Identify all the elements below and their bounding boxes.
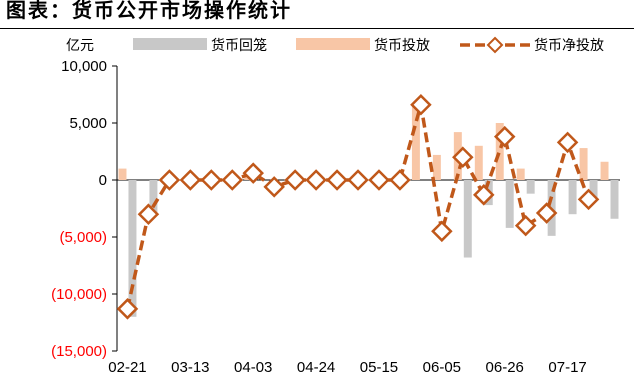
bar-injection <box>600 161 609 180</box>
net-injection-marker <box>577 188 600 211</box>
bar-withdrawal <box>149 180 158 215</box>
net-injection-marker <box>221 169 244 191</box>
bar-withdrawal <box>526 180 535 194</box>
net-injection-marker <box>452 146 474 168</box>
line-layer <box>116 93 600 320</box>
net-injection-marker <box>431 220 453 243</box>
net-injection-marker <box>347 169 369 191</box>
legend-swatch-injection <box>296 38 370 50</box>
y-tick-label: 0 <box>99 172 107 189</box>
net-injection-marker <box>514 214 537 237</box>
net-injection-marker <box>556 131 579 154</box>
net-injection-marker <box>242 162 264 184</box>
legend: 货币回笼 货币投放 货币净投放 <box>133 36 604 54</box>
net-injection-marker <box>389 169 411 191</box>
bar-withdrawal <box>505 180 514 228</box>
net-injection-marker <box>326 169 348 191</box>
net-injection-marker <box>493 125 516 148</box>
x-tick-label: 04-03 <box>234 359 272 376</box>
bar-withdrawal <box>568 180 577 215</box>
net-injection-line <box>125 103 591 310</box>
x-tick-label: 07-17 <box>548 359 586 376</box>
y-tick-label: (10,000) <box>51 286 107 303</box>
y-unit-label: 亿元 <box>66 38 94 54</box>
net-injection-marker <box>179 169 202 191</box>
x-tick-label: 04-24 <box>297 359 335 376</box>
bar-injection <box>495 123 504 180</box>
bar-injection <box>411 105 420 180</box>
legend-swatch-net-marker <box>486 36 504 54</box>
legend-swatch-withdrawal <box>133 38 207 50</box>
legend-label-net: 货币净投放 <box>534 37 604 54</box>
bar-withdrawal <box>128 180 137 317</box>
bar-injection <box>432 154 441 180</box>
net-injection-marker <box>305 169 327 191</box>
net-injection-marker <box>368 169 390 191</box>
net-injection-marker <box>137 203 160 225</box>
bar-injection <box>516 168 525 180</box>
x-tick-label: 02-21 <box>108 359 146 376</box>
y-tick-label: 10,000 <box>61 58 107 75</box>
net-injection-marker <box>473 184 495 206</box>
x-tick-label: 06-26 <box>486 359 524 376</box>
x-tick-label: 03-13 <box>171 359 209 376</box>
bar-injection <box>118 168 127 180</box>
bar-withdrawal <box>610 180 619 219</box>
bar-withdrawal <box>589 180 598 201</box>
bar-withdrawal <box>463 180 472 258</box>
legend-label-withdrawal: 货币回笼 <box>211 37 267 54</box>
chart-title-bar: 图表：货币公开市场操作统计 <box>0 0 634 29</box>
net-injection-marker <box>158 169 181 191</box>
net-injection-marker <box>535 202 558 224</box>
chart-title: 图表：货币公开市场操作统计 <box>6 0 292 22</box>
legend-label-injection: 货币投放 <box>374 37 430 54</box>
y-tick-label: (15,000) <box>51 343 107 360</box>
net-injection-marker <box>263 176 285 198</box>
bar-injection <box>474 145 483 180</box>
y-tick-label: 5,000 <box>69 115 107 132</box>
net-injection-marker <box>410 93 432 116</box>
labels-layer: 10,000 5,000 0 (5,000) (10,000) (15,000) 亿元 02-… <box>51 38 587 376</box>
x-tick-label: 05-15 <box>360 359 398 376</box>
net-injection-marker <box>200 169 223 191</box>
net-injection-marker <box>116 298 139 320</box>
y-tick-label: (5,000) <box>59 229 107 246</box>
x-tick-label: 06-05 <box>423 359 461 376</box>
net-injection-marker <box>284 169 306 191</box>
bar-injection <box>579 148 588 180</box>
